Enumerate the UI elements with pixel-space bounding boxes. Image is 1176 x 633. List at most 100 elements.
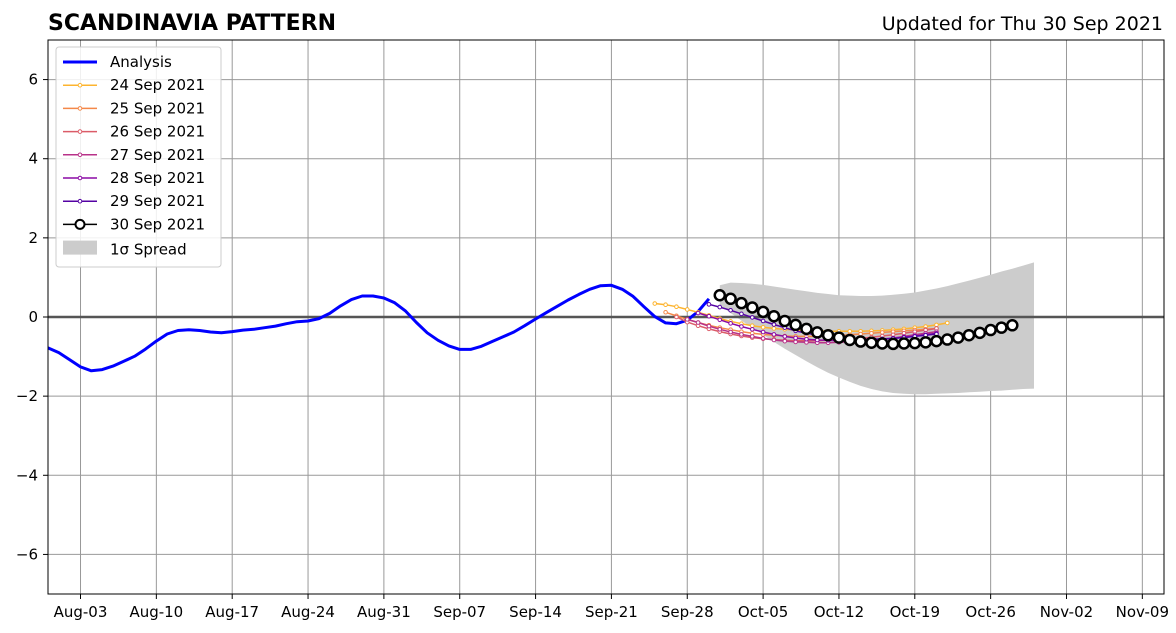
forecast-point [919, 336, 932, 349]
y-tick-label: −2 [16, 387, 38, 405]
forecast-point [778, 314, 792, 328]
forecast-point [984, 323, 997, 337]
y-tick-label: 2 [28, 229, 38, 247]
forecast-point [865, 336, 878, 349]
legend-swatch-spread [63, 240, 97, 255]
forecast-point [782, 338, 788, 344]
forecast-point [941, 333, 954, 346]
forecast-point [713, 288, 727, 302]
legend-label: 25 Sep 2021 [110, 99, 205, 117]
y-tick-label: 4 [28, 150, 38, 168]
forecast-point [739, 332, 744, 337]
forecast-point [771, 322, 777, 327]
forecast-point [973, 326, 987, 340]
forecast-point [858, 331, 863, 337]
legend-swatch-marker [77, 175, 83, 181]
forecast-point [663, 309, 668, 315]
forecast-point [652, 301, 658, 306]
legend-box [55, 46, 222, 268]
forecast-point [706, 313, 712, 319]
forecast-point [951, 331, 965, 344]
forecast-point [674, 304, 679, 310]
forecast-point [749, 326, 755, 332]
axis-ticks: Aug-03 Aug-10 Aug-17 Aug-24 Aug-31 Sep-07 Sep-… [16, 71, 1169, 621]
x-tick-label: Aug-31 [357, 603, 411, 621]
forecast-point [735, 296, 748, 310]
forecast-point [684, 307, 690, 312]
x-tick-label: Oct-19 [890, 603, 940, 621]
forecast-point [934, 322, 939, 328]
legend: Analysis 24 Sep 2021 25 Sep 2021 26 Sep 202… [55, 46, 222, 268]
spread-band-area [719, 262, 1034, 395]
legend-swatch-marker [77, 106, 83, 111]
forecast-point [876, 337, 889, 350]
forecast-point [843, 333, 857, 347]
chart-subtitle: Updated for Thu 30 Sep 2021 [882, 13, 1163, 35]
forecast-point [739, 311, 744, 317]
forecast-point [749, 315, 755, 320]
x-tick-label: Aug-24 [281, 603, 335, 621]
legend-swatch-marker [77, 82, 83, 88]
forecast-point [760, 318, 766, 324]
x-tick-label: Sep-28 [661, 603, 714, 621]
forecast-point [728, 321, 733, 326]
forecast-point [706, 302, 712, 307]
forecast-point [854, 335, 867, 348]
forecast-point [832, 331, 846, 344]
forecast-point [945, 320, 950, 326]
legend-label: 30 Sep 2021 [110, 215, 205, 233]
forecast-point [717, 326, 723, 332]
forecast-point [879, 330, 885, 335]
y-tick-label: 6 [28, 71, 38, 89]
forecast-point [995, 321, 1008, 334]
forecast-point [804, 336, 809, 342]
forecast-point [695, 310, 701, 316]
forecast-point [771, 332, 777, 337]
y-tick-label: −4 [16, 466, 38, 484]
forecast-point [717, 317, 723, 323]
y-tick-label: 0 [28, 308, 38, 326]
forecast-point [789, 318, 802, 332]
forecast-point [746, 301, 759, 314]
forecast-point [800, 322, 813, 336]
legend-label: 29 Sep 2021 [110, 192, 205, 210]
forecast-point [760, 324, 766, 330]
legend-label: 27 Sep 2021 [110, 146, 205, 164]
forecast-point [886, 337, 900, 351]
legend-swatch-marker [77, 198, 83, 204]
forecast-point [962, 328, 976, 342]
forecast-point [728, 307, 733, 313]
forecast-series [713, 288, 1019, 351]
forecast-point [782, 334, 788, 339]
x-tick-label: Sep-07 [433, 603, 486, 621]
forecast-point [930, 334, 943, 348]
forecast-point [767, 309, 781, 323]
forecast-point [811, 326, 824, 339]
forecast-point [760, 336, 766, 341]
x-tick-label: Sep-14 [509, 603, 562, 621]
legend-swatch-marker [77, 129, 83, 134]
analysis-line [47, 283, 711, 373]
legend-swatch-marker [77, 152, 83, 158]
legend-label: 26 Sep 2021 [110, 123, 205, 141]
legend-label: 28 Sep 2021 [110, 169, 205, 187]
forecast-point [749, 334, 755, 339]
forecast-point [793, 339, 798, 345]
forecast-point [847, 328, 853, 334]
forecast-point [821, 328, 835, 342]
forecast-point [869, 330, 874, 336]
forecast-point [674, 314, 679, 320]
series-lines [47, 283, 1019, 373]
legend-label: 24 Sep 2021 [110, 76, 205, 94]
forecast-point [695, 320, 701, 325]
x-tick-label: Aug-10 [129, 603, 183, 621]
legend-swatch-marker [74, 218, 86, 230]
x-tick-label: Nov-09 [1116, 603, 1169, 621]
forecast-point [684, 317, 690, 322]
x-tick-label: Nov-02 [1040, 603, 1093, 621]
forecast-point [814, 337, 820, 343]
forecast-point [1006, 319, 1019, 332]
x-tick-label: Oct-05 [738, 603, 788, 621]
forecast-point [663, 302, 668, 308]
